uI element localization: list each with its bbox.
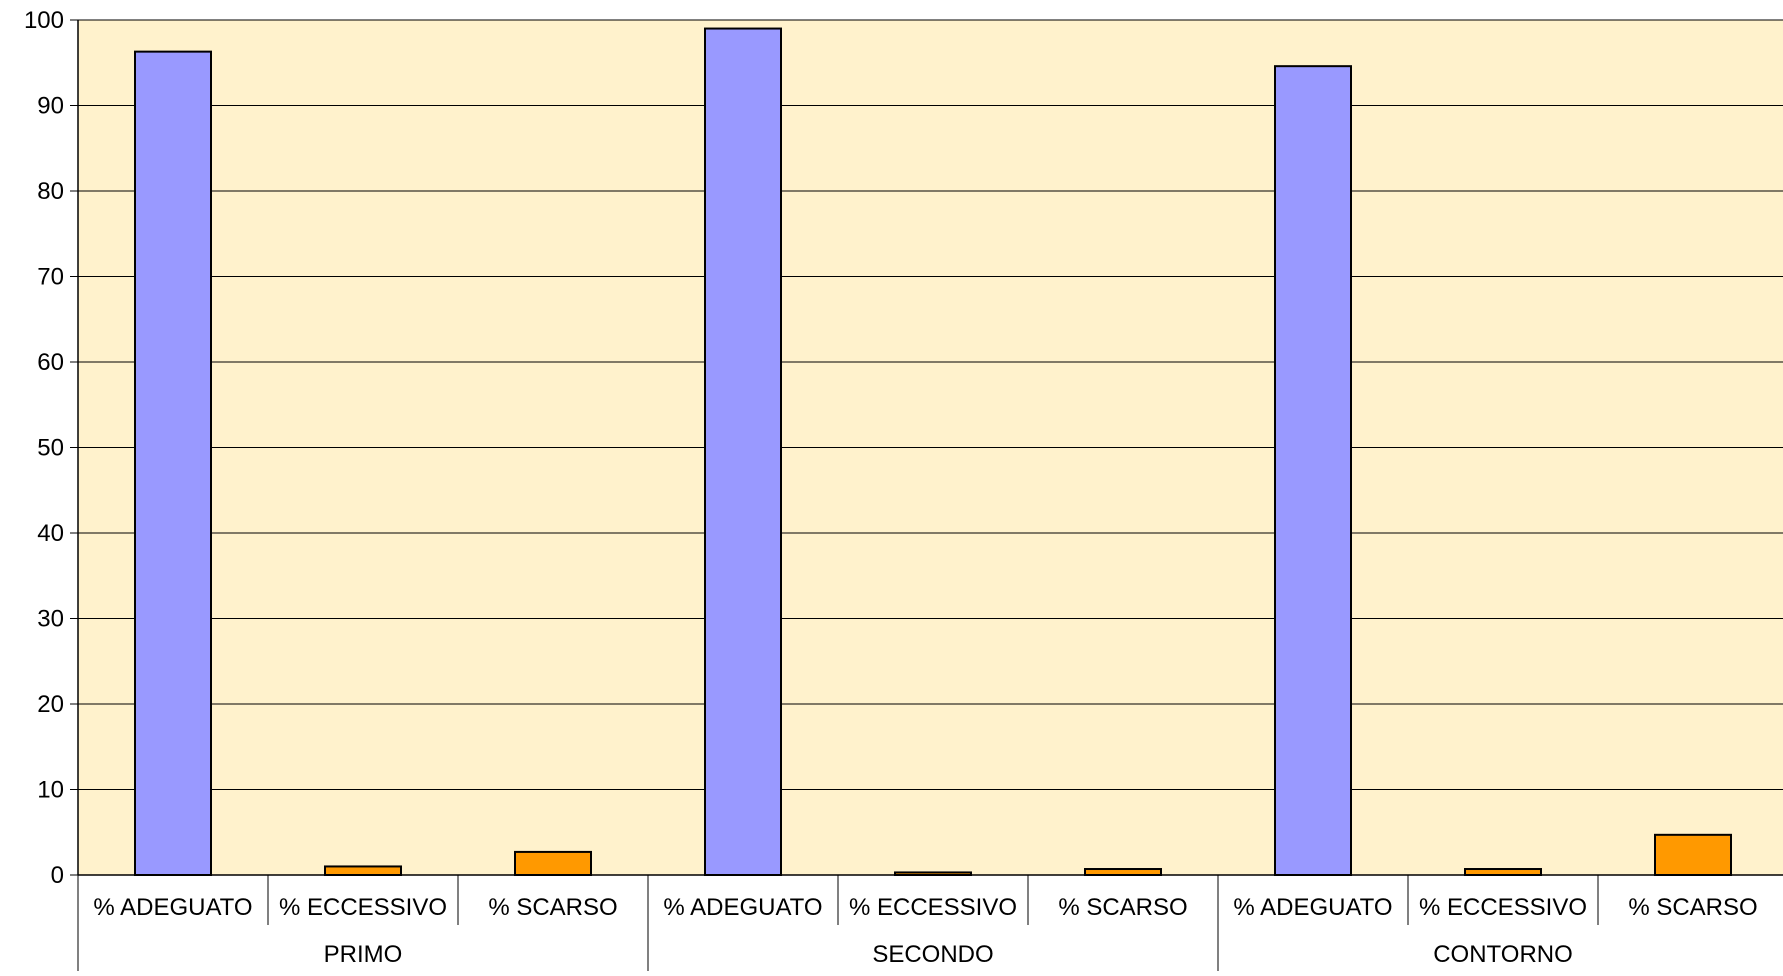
bar-secondo-1 bbox=[894, 871, 972, 876]
x-category-label: % ADEGUATO bbox=[93, 894, 252, 921]
bar-primo-1 bbox=[324, 865, 402, 877]
x-group-label: PRIMO bbox=[324, 941, 403, 968]
bar-contorno-2 bbox=[1654, 833, 1732, 877]
bar-secondo-0 bbox=[704, 27, 782, 877]
x-category-label: % SCARSO bbox=[488, 894, 617, 921]
bar-contorno-1 bbox=[1464, 868, 1542, 877]
y-tick-label: 50 bbox=[37, 435, 64, 462]
bar-contorno-0 bbox=[1274, 65, 1352, 877]
y-tick-label: 0 bbox=[51, 862, 64, 889]
x-category-label: % ECCESSIVO bbox=[1419, 894, 1587, 921]
y-tick-label: 90 bbox=[37, 93, 64, 120]
x-group-label: CONTORNO bbox=[1433, 941, 1573, 968]
x-category-label: % ADEGUATO bbox=[1233, 894, 1392, 921]
bar-secondo-2 bbox=[1084, 868, 1162, 877]
x-category-label: % SCARSO bbox=[1058, 894, 1187, 921]
y-tick-label: 30 bbox=[37, 606, 64, 633]
x-category-label: % SCARSO bbox=[1628, 894, 1757, 921]
y-tick-label: 40 bbox=[37, 520, 64, 547]
x-category-label: % ECCESSIVO bbox=[849, 894, 1017, 921]
y-tick-label: 80 bbox=[37, 178, 64, 205]
y-tick-label: 100 bbox=[24, 7, 64, 34]
y-tick-label: 70 bbox=[37, 264, 64, 291]
x-group-label: SECONDO bbox=[872, 941, 993, 968]
y-tick-label: 10 bbox=[37, 777, 64, 804]
bar-primo-0 bbox=[134, 50, 212, 876]
y-tick-label: 20 bbox=[37, 691, 64, 718]
bar-primo-2 bbox=[514, 850, 592, 876]
x-category-label: % ECCESSIVO bbox=[279, 894, 447, 921]
x-category-label: % ADEGUATO bbox=[663, 894, 822, 921]
y-tick-label: 60 bbox=[37, 349, 64, 376]
